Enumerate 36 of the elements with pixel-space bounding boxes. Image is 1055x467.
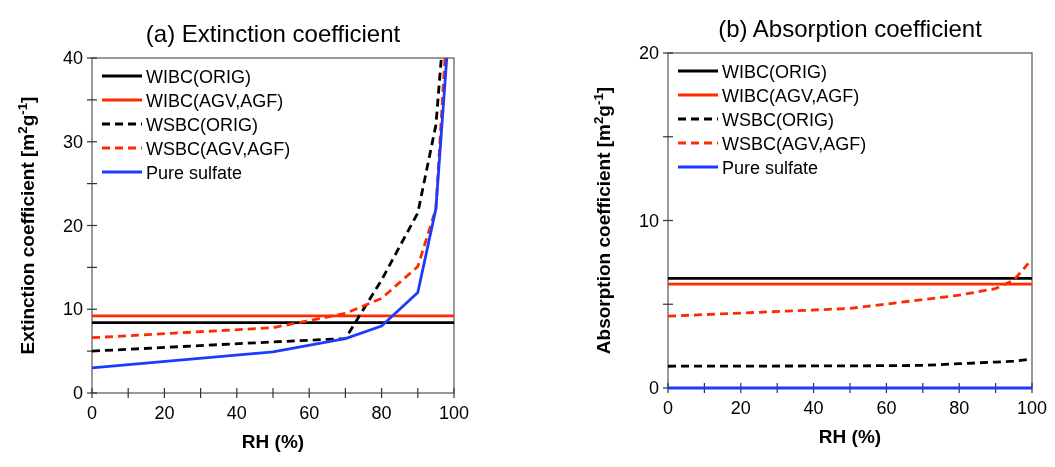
legend-label: WIBC(ORIG) [722,62,827,82]
chart-title: (a) Extinction coefficient [145,20,401,47]
x-tick-label: 0 [86,403,98,423]
x-tick-label: 60 [299,403,320,423]
x-axis-title: RH (%) [241,431,305,452]
x-tick-label: 20 [154,403,175,423]
legend-label: Pure sulfate [722,158,819,178]
legend-label: WSBC(AGV,AGF) [146,139,291,159]
legend-label: WIBC(AGV,AGF) [722,86,860,106]
x-tick-label: 80 [949,398,970,418]
x-tick-label: 60 [876,398,897,418]
y-tick-label: 0 [72,383,83,403]
x-tick-label: 80 [371,403,392,423]
y-tick-label: 0 [648,378,659,398]
x-tick-label: 40 [803,398,824,418]
legend-label: WIBC(ORIG) [146,67,251,87]
chart-title: (b) Absorption coefficient [718,15,983,42]
y-tick-label: 20 [62,215,83,236]
legend-label: WSBC(ORIG) [722,110,834,130]
line-series [666,261,1030,318]
x-tick-label: 100 [1016,398,1048,418]
y-tick-label: 40 [62,48,83,68]
x-tick-label: 100 [438,403,470,423]
legend-label: WSBC(AGV,AGF) [722,134,867,154]
y-tick-label: 30 [62,131,83,152]
line-series [666,358,1030,368]
y-tick-label: 20 [638,43,659,63]
x-axis-title: RH (%) [818,426,882,447]
legend-label: Pure sulfate [146,163,243,183]
x-tick-label: 0 [662,398,674,418]
legend-label: WSBC(ORIG) [146,115,258,135]
y-tick-label: 10 [62,299,83,320]
x-tick-label: 40 [226,403,247,423]
x-tick-label: 20 [730,398,751,418]
y-tick-label: 10 [638,210,659,231]
legend-label: WIBC(AGV,AGF) [146,91,284,111]
